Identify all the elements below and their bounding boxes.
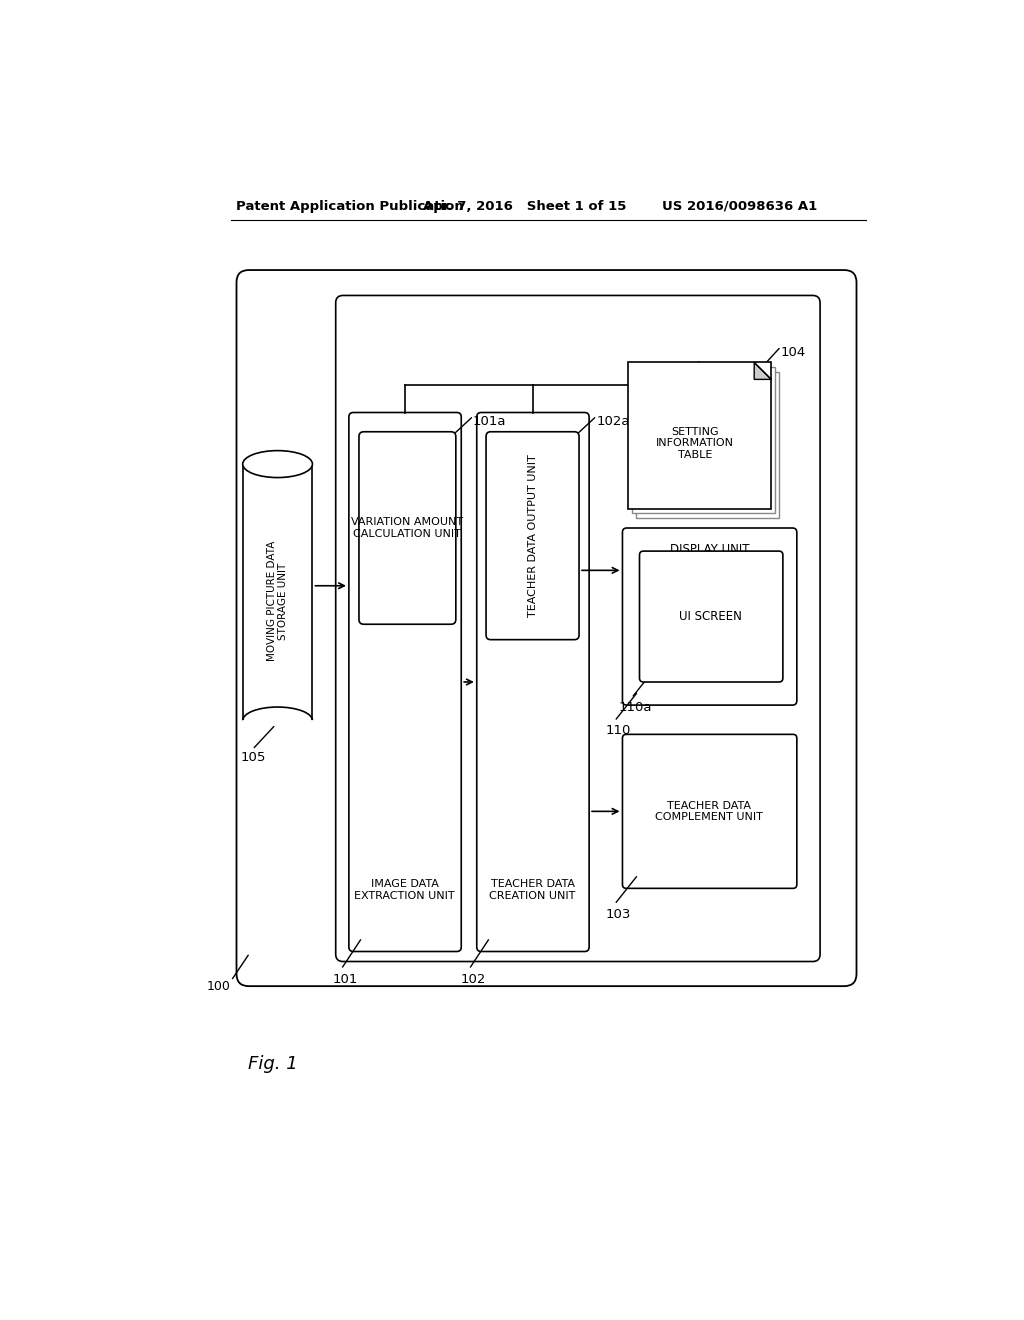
Text: 105: 105 [240,751,265,764]
FancyBboxPatch shape [336,296,820,961]
Text: 102: 102 [460,973,485,986]
Text: UI SCREEN: UI SCREEN [679,610,742,623]
FancyBboxPatch shape [237,271,856,986]
Text: US 2016/0098636 A1: US 2016/0098636 A1 [663,199,818,213]
Text: 110: 110 [606,725,631,738]
Bar [636,372,779,517]
Text: Patent Application Publication: Patent Application Publication [237,199,464,213]
Text: 103: 103 [606,908,631,920]
Text: TEACHER DATA
CREATION UNIT: TEACHER DATA CREATION UNIT [489,879,575,900]
Text: Fig. 1: Fig. 1 [248,1056,298,1073]
Text: 101a: 101a [473,414,507,428]
Text: SETTING
INFORMATION
TABLE: SETTING INFORMATION TABLE [656,426,734,459]
Text: TEACHER DATA OUTPUT UNIT: TEACHER DATA OUTPUT UNIT [527,454,538,616]
FancyBboxPatch shape [640,552,783,682]
Text: TEACHER DATA
COMPLEMENT UNIT: TEACHER DATA COMPLEMENT UNIT [655,800,763,822]
Text: 110a: 110a [618,701,652,714]
Polygon shape [755,363,771,379]
Text: IMAGE DATA
EXTRACTION UNIT: IMAGE DATA EXTRACTION UNIT [354,879,455,900]
Text: Apr. 7, 2016   Sheet 1 of 15: Apr. 7, 2016 Sheet 1 of 15 [423,199,627,213]
Text: VARIATION AMOUNT
CALCULATION UNIT: VARIATION AMOUNT CALCULATION UNIT [351,517,463,539]
Text: 102a: 102a [596,414,630,428]
Text: 101: 101 [333,973,357,986]
Text: MOVING PICTURE DATA
STORAGE UNIT: MOVING PICTURE DATA STORAGE UNIT [267,541,289,661]
Text: 104: 104 [780,346,806,359]
Text: 100: 100 [207,979,230,993]
FancyBboxPatch shape [486,432,579,640]
Ellipse shape [243,450,312,478]
FancyBboxPatch shape [623,528,797,705]
Text: DISPLAY UNIT: DISPLAY UNIT [670,543,749,556]
FancyBboxPatch shape [623,734,797,888]
Bar [632,367,775,513]
FancyBboxPatch shape [349,412,461,952]
FancyBboxPatch shape [477,412,589,952]
Bar [628,363,771,508]
FancyBboxPatch shape [359,432,456,624]
